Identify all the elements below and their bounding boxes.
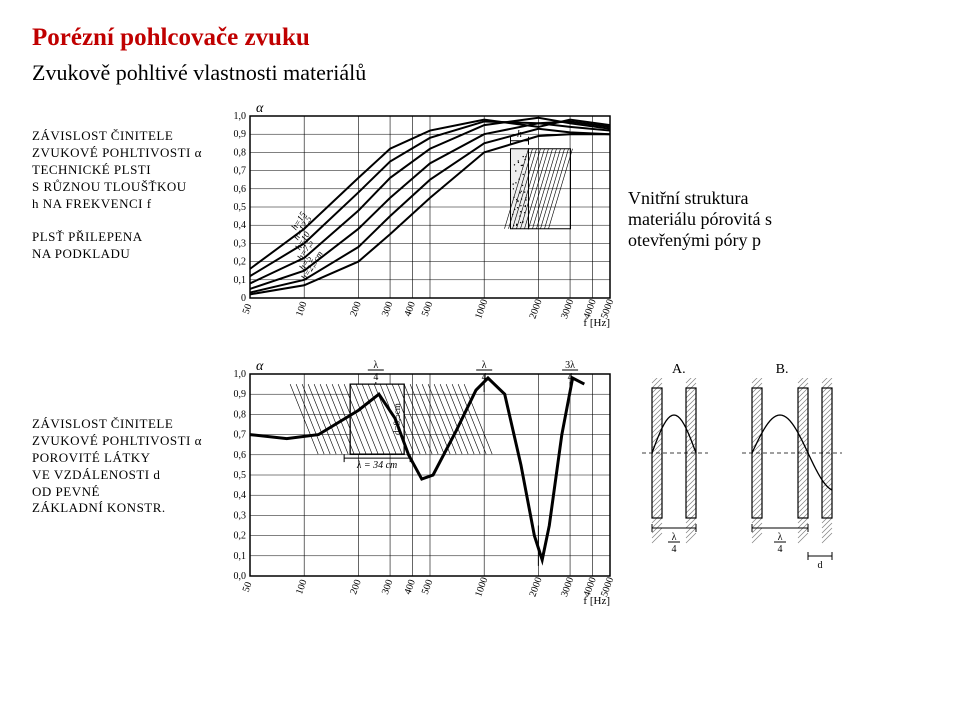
bottom-chart: 50100200300400500100020003000400050000,0…	[210, 356, 620, 606]
svg-text:λ: λ	[373, 360, 378, 371]
svg-text:f [Hz]: f [Hz]	[583, 595, 610, 606]
legend-bottom: ZÁVISLOST ČINITELE ZVUKOVÉ POHLTIVOSTI α…	[32, 416, 202, 517]
svg-text:100: 100	[294, 578, 309, 596]
svg-text:1000: 1000	[473, 576, 490, 599]
ab-diagram: λ4λ4d	[632, 378, 842, 588]
svg-text:0,9: 0,9	[234, 389, 247, 400]
svg-text:500: 500	[420, 300, 435, 318]
svg-text:1,0: 1,0	[234, 369, 247, 380]
svg-text:0,4: 0,4	[234, 220, 247, 231]
svg-text:λ: λ	[482, 360, 487, 371]
label-a: A.	[672, 362, 686, 378]
svg-text:100: 100	[294, 300, 309, 318]
svg-text:0,7: 0,7	[234, 166, 247, 177]
svg-text:0,5: 0,5	[234, 470, 247, 481]
svg-text:0,8: 0,8	[234, 409, 247, 420]
top-chart-container: 501002003004005001000200030004000500000,…	[210, 98, 620, 328]
svg-text:λ: λ	[778, 532, 783, 543]
bottom-chart-container: 50100200300400500100020003000400050000,0…	[210, 356, 620, 606]
svg-text:50: 50	[241, 581, 255, 594]
svg-text:α: α	[256, 359, 264, 374]
svg-text:0,5: 0,5	[234, 202, 247, 213]
top-chart: 501002003004005001000200030004000500000,…	[210, 98, 620, 328]
page-title: Porézní pohlcovače zvuku	[32, 24, 928, 52]
svg-text:3000: 3000	[559, 298, 576, 321]
svg-text:300: 300	[380, 300, 395, 318]
svg-text:2000: 2000	[527, 298, 544, 321]
svg-text:0,8: 0,8	[234, 147, 247, 158]
page-subtitle: Zvukově pohltivé vlastnosti materiálů	[32, 60, 928, 86]
svg-text:0,6: 0,6	[234, 184, 247, 195]
svg-text:0,9: 0,9	[234, 129, 247, 140]
svg-text:2000: 2000	[527, 576, 544, 599]
svg-text:d: d	[818, 560, 823, 571]
svg-text:0,1: 0,1	[234, 275, 247, 286]
svg-text:500: 500	[420, 578, 435, 596]
svg-text:400: 400	[402, 300, 417, 318]
svg-text:0,3: 0,3	[234, 510, 247, 521]
svg-text:400: 400	[402, 578, 417, 596]
svg-text:300: 300	[380, 578, 395, 596]
svg-text:0,7: 0,7	[234, 430, 247, 441]
svg-text:0,6: 0,6	[234, 450, 247, 461]
svg-text:0,2: 0,2	[234, 257, 247, 268]
svg-text:h: h	[517, 129, 522, 140]
svg-text:0,3: 0,3	[234, 238, 247, 249]
svg-text:3λ: 3λ	[565, 360, 575, 371]
svg-text:0,0: 0,0	[234, 571, 247, 582]
svg-text:λ = 34 cm: λ = 34 cm	[356, 460, 397, 471]
svg-text:4: 4	[672, 544, 677, 555]
svg-text:0,1: 0,1	[234, 551, 247, 562]
svg-text:1,0: 1,0	[234, 111, 247, 122]
svg-text:50: 50	[241, 303, 255, 316]
svg-text:4: 4	[373, 372, 378, 383]
svg-text:f [Hz]: f [Hz]	[583, 317, 610, 328]
svg-text:1000: 1000	[473, 298, 490, 321]
svg-text:α: α	[256, 101, 264, 116]
ab-diagram-container: A. B. λ4λ4d	[632, 356, 842, 588]
legend-top: ZÁVISLOST ČINITELE ZVUKOVÉ POHLTIVOSTI α…	[32, 128, 202, 263]
svg-text:4: 4	[778, 544, 783, 555]
side-note: Vnitřní struktura materiálu pórovitá s o…	[628, 188, 798, 251]
svg-text:0,4: 0,4	[234, 490, 247, 501]
svg-text:λ: λ	[672, 532, 677, 543]
top-row: ZÁVISLOST ČINITELE ZVUKOVÉ POHLTIVOSTI α…	[32, 98, 928, 328]
svg-text:0,2: 0,2	[234, 531, 247, 542]
svg-text:0: 0	[241, 293, 246, 304]
svg-text:3000: 3000	[559, 576, 576, 599]
bottom-row: ZÁVISLOST ČINITELE ZVUKOVÉ POHLTIVOSTI α…	[32, 356, 928, 606]
label-b: B.	[776, 362, 789, 378]
svg-text:200: 200	[348, 578, 363, 596]
svg-text:200: 200	[348, 300, 363, 318]
